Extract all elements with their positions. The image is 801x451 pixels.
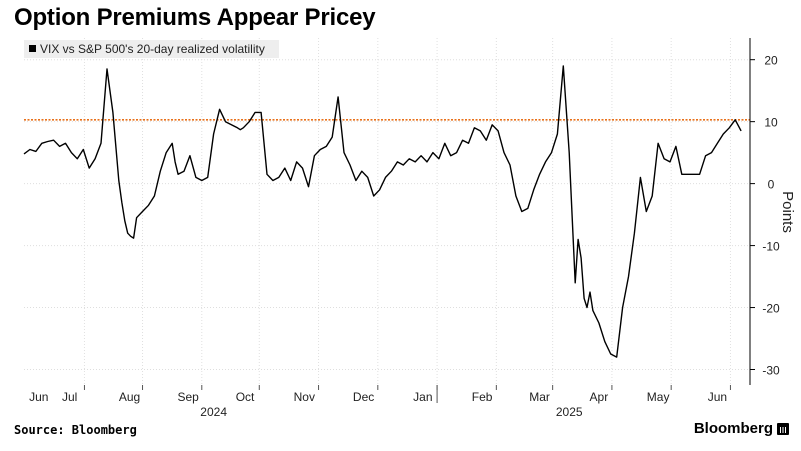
source-note: Source: Bloomberg xyxy=(14,423,137,437)
y-tick-label: 0 xyxy=(768,178,775,192)
x-tick-label: Nov xyxy=(294,390,315,404)
y-tick-label: -10 xyxy=(762,240,780,254)
y-axis: 20 10 0 -10 -20 -30 xyxy=(749,38,780,385)
y-tick-label: -30 xyxy=(762,364,780,378)
x-tick-label: Mar xyxy=(529,390,550,404)
x-tick-label: Jan xyxy=(413,390,432,404)
x-tick-label: Jun xyxy=(708,390,727,404)
y-tick-label: 20 xyxy=(764,54,778,68)
x-tick-label: Jul xyxy=(62,390,77,404)
y-tick-label: -20 xyxy=(762,302,780,316)
year-label: 2025 xyxy=(556,405,583,419)
x-tick-label: May xyxy=(647,390,670,404)
brand-name: Bloomberg xyxy=(693,420,773,437)
x-tick-label: Sep xyxy=(177,390,199,404)
year-label: 2024 xyxy=(200,405,227,419)
y-axis-label: Points xyxy=(779,191,796,233)
x-tick-label: Oct xyxy=(236,390,255,404)
bloomberg-chart-icon xyxy=(777,422,789,435)
x-axis: Jun Jul Aug Sep Oct Nov Dec Jan Feb Mar Apr May Jun 2… xyxy=(29,385,731,419)
x-tick-label: Dec xyxy=(353,390,374,404)
series-line xyxy=(23,65,742,358)
x-tick-label: Feb xyxy=(472,390,493,404)
x-tick-label: Jun xyxy=(29,390,48,404)
legend-swatch xyxy=(29,45,36,52)
x-tick-label: Aug xyxy=(119,390,140,404)
brand-logo: Bloomberg xyxy=(694,420,789,437)
x-tick-label: Apr xyxy=(590,390,609,404)
y-tick-label: 10 xyxy=(764,116,778,130)
grid xyxy=(24,38,750,385)
legend-label: VIX vs S&P 500's 20-day realized volatil… xyxy=(40,42,265,56)
legend-bg xyxy=(24,40,279,58)
chart-title: Option Premiums Appear Pricey xyxy=(14,4,376,31)
